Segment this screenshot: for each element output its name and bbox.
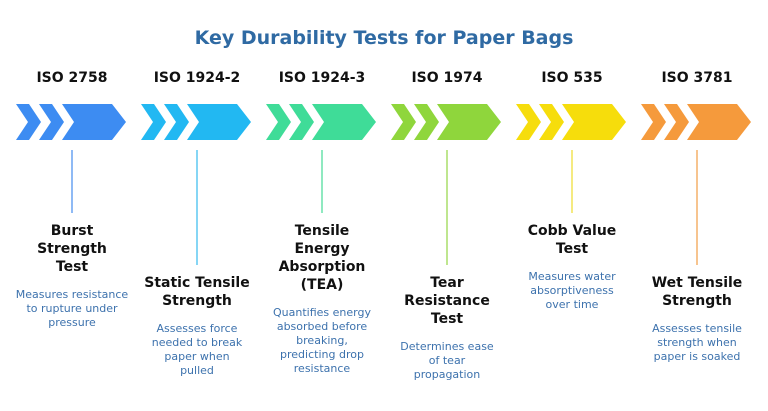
test-description: strength when [657, 336, 737, 349]
chevron [391, 104, 416, 140]
test-name: (TEA) [301, 277, 344, 293]
test-name: Cobb Value [528, 223, 617, 239]
test-name: Tensile [295, 223, 350, 239]
chevron [266, 104, 291, 140]
test-description: pulled [180, 364, 214, 377]
test-description: Assesses force [157, 322, 238, 335]
test-description: to rupture under [26, 302, 118, 315]
chevron [289, 104, 314, 140]
test-description: resistance [294, 362, 351, 375]
page-title: Key Durability Tests for Paper Bags [195, 27, 574, 49]
test-description: absorptiveness [530, 284, 614, 297]
chevron [539, 104, 564, 140]
test-name: Resistance [404, 293, 490, 309]
test-description: paper when [164, 350, 229, 363]
chevron [164, 104, 189, 140]
chevron [516, 104, 541, 140]
test-name: Test [56, 259, 89, 275]
test-name: Static Tensile [144, 275, 249, 291]
standard-label: ISO 1974 [411, 70, 482, 86]
test-description: propagation [414, 368, 481, 381]
standard-label: ISO 1924-3 [279, 70, 366, 86]
test-name: Strength [162, 293, 232, 309]
chevron [141, 104, 166, 140]
chevron [664, 104, 689, 140]
test-description: needed to break [152, 336, 243, 349]
test-name: Energy [294, 241, 349, 257]
test-description: Quantifies energy [273, 306, 371, 319]
standard-label: ISO 2758 [36, 70, 107, 86]
test-description: predicting drop [280, 348, 364, 361]
arrow [187, 104, 251, 140]
test-description: Determines ease [400, 340, 494, 353]
test-description: absorbed before [277, 320, 368, 333]
chevron [39, 104, 64, 140]
arrow [62, 104, 126, 140]
chevron [641, 104, 666, 140]
test-name: Wet Tensile [652, 275, 743, 291]
test-description: Measures water [528, 270, 616, 283]
chevron [16, 104, 41, 140]
test-name: Test [431, 311, 464, 327]
test-description: breaking, [296, 334, 348, 347]
standard-label: ISO 3781 [661, 70, 732, 86]
standard-label: ISO 535 [541, 70, 602, 86]
arrow [562, 104, 626, 140]
arrow [437, 104, 501, 140]
test-description: of tear [429, 354, 466, 367]
test-description: Measures resistance [16, 288, 129, 301]
test-name: Strength [37, 241, 107, 257]
arrow [312, 104, 376, 140]
test-name: Tear [430, 275, 464, 291]
test-name: Test [556, 241, 589, 257]
test-description: Assesses tensile [652, 322, 742, 335]
arrow [687, 104, 751, 140]
test-description: over time [546, 298, 599, 311]
test-name: Absorption [279, 259, 366, 275]
standard-label: ISO 1924-2 [154, 70, 241, 86]
test-description: paper is soaked [654, 350, 741, 363]
test-description: pressure [48, 316, 96, 329]
chevron [414, 104, 439, 140]
test-name: Burst [51, 223, 94, 239]
test-name: Strength [662, 293, 732, 309]
